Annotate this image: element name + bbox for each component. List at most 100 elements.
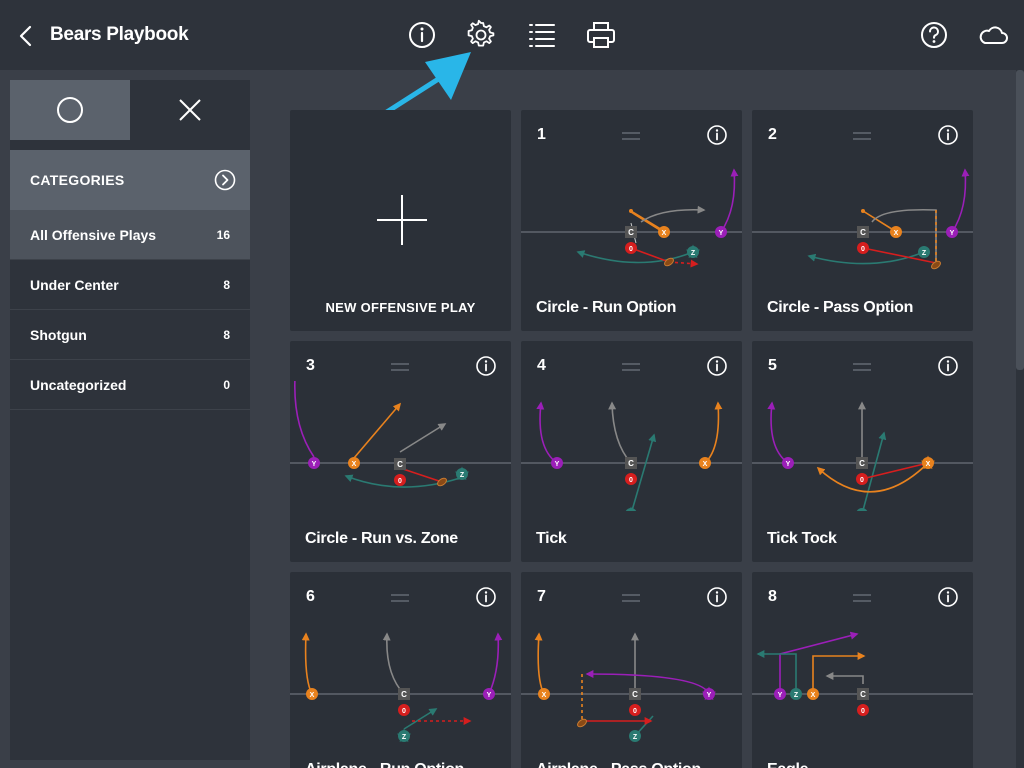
drag-handle-icon[interactable]	[853, 363, 871, 371]
category-item-shotgun[interactable]: Shotgun 8	[10, 310, 250, 360]
player-z: Z	[856, 508, 868, 511]
svg-text:X: X	[703, 461, 708, 468]
player-x: X	[890, 226, 902, 238]
info-icon[interactable]	[475, 355, 497, 377]
svg-text:C: C	[860, 228, 866, 237]
svg-text:Z: Z	[460, 472, 465, 479]
player-qb: 0	[629, 704, 641, 716]
back-icon[interactable]	[14, 22, 38, 50]
scrollbar-thumb[interactable]	[1016, 70, 1024, 370]
player-x: X	[538, 688, 550, 700]
category-count: 0	[223, 377, 230, 392]
print-icon[interactable]	[584, 18, 618, 52]
svg-text:0: 0	[861, 246, 865, 253]
play-card[interactable]: 6 C 0 X Y Z Airplane - Run Option	[290, 572, 511, 768]
play-name: Airplane - Run Option	[305, 761, 464, 768]
close-icon	[179, 99, 201, 121]
play-name: Circle - Pass Option	[767, 299, 914, 316]
svg-text:0: 0	[633, 708, 637, 715]
play-card[interactable]: 1 C 0 X Y Z Circle - Run Option	[521, 110, 742, 331]
info-icon[interactable]	[475, 586, 497, 608]
play-number: 5	[768, 357, 777, 374]
page-title: Bears Playbook	[50, 24, 189, 45]
play-card[interactable]: 2 C 0 X Y Z Circle - Pass Option	[752, 110, 973, 331]
svg-text:C: C	[859, 459, 865, 468]
drag-handle-icon[interactable]	[391, 363, 409, 371]
play-number: 4	[537, 357, 546, 374]
drag-handle-icon[interactable]	[622, 363, 640, 371]
player-center: C	[625, 226, 637, 238]
chevron-right-icon[interactable]	[214, 169, 236, 191]
player-x: X	[699, 457, 711, 469]
player-x: X	[306, 688, 318, 700]
player-x: X	[658, 226, 670, 238]
cloud-icon[interactable]	[976, 18, 1010, 52]
drag-handle-icon[interactable]	[622, 132, 640, 140]
play-diagram: C 0 X Y Z	[290, 632, 511, 742]
info-icon[interactable]	[937, 124, 959, 146]
category-item-uncategorized[interactable]: Uncategorized 0	[10, 360, 250, 410]
segment-x[interactable]	[130, 80, 250, 140]
svg-text:Y: Y	[312, 461, 317, 468]
player-z: Z	[687, 246, 699, 258]
info-icon[interactable]	[706, 355, 728, 377]
categories-title: CATEGORIES	[30, 172, 125, 188]
play-card[interactable]: 7 C 0 X Y Z Airplane - Pass Option	[521, 572, 742, 768]
player-center: C	[856, 457, 868, 469]
player-y: Y	[483, 688, 495, 700]
top-bar: Bears Playbook	[0, 0, 1024, 70]
player-y: Y	[308, 457, 320, 469]
category-item-all[interactable]: All Offensive Plays 16	[10, 210, 250, 260]
player-z: Z	[398, 730, 410, 742]
info-icon[interactable]	[937, 586, 959, 608]
play-card[interactable]: 3 C 0 X Y Z Circle - Run vs. Zone	[290, 341, 511, 562]
info-icon[interactable]	[937, 355, 959, 377]
category-label: Shotgun	[30, 326, 87, 343]
svg-text:X: X	[662, 230, 667, 237]
categories-header[interactable]: CATEGORIES	[10, 150, 250, 210]
segment-circle[interactable]	[10, 80, 130, 140]
help-icon[interactable]	[917, 18, 951, 52]
player-qb: 0	[857, 704, 869, 716]
play-card[interactable]: 4 C 0 Y X Z Tick	[521, 341, 742, 562]
category-count: 8	[223, 277, 230, 292]
svg-text:0: 0	[629, 246, 633, 253]
player-y: Y	[774, 688, 786, 700]
play-card[interactable]: 8 C 0 Y Z X Eagle	[752, 572, 973, 768]
svg-text:Y: Y	[707, 692, 712, 699]
svg-text:C: C	[628, 228, 634, 237]
play-card[interactable]: 5 C 0 Y X Z Tick Tock	[752, 341, 973, 562]
info-icon[interactable]	[405, 18, 439, 52]
player-qb: 0	[625, 242, 637, 254]
drag-handle-icon[interactable]	[853, 132, 871, 140]
drag-handle-icon[interactable]	[391, 594, 409, 602]
new-play-card[interactable]: NEW OFFENSIVE PLAY	[290, 110, 511, 331]
play-diagram: C 0 Y Z X	[752, 631, 973, 716]
svg-text:C: C	[860, 690, 866, 699]
svg-text:X: X	[811, 692, 816, 699]
info-icon[interactable]	[706, 124, 728, 146]
player-y: Y	[703, 688, 715, 700]
player-z: Z	[625, 508, 637, 511]
scrollbar-track[interactable]	[1016, 70, 1024, 768]
svg-text:0: 0	[629, 477, 633, 484]
play-name: Tick	[536, 530, 567, 547]
player-z: Z	[790, 688, 802, 700]
play-number: 3	[306, 357, 315, 374]
player-z: Z	[918, 246, 930, 258]
info-icon[interactable]	[706, 586, 728, 608]
player-center: C	[625, 457, 637, 469]
settings-icon[interactable]	[464, 18, 498, 52]
list-icon[interactable]	[525, 18, 559, 52]
player-qb: 0	[625, 473, 637, 485]
svg-text:Y: Y	[719, 230, 724, 237]
svg-text:X: X	[926, 461, 931, 468]
drag-handle-icon[interactable]	[622, 594, 640, 602]
category-item-under-center[interactable]: Under Center 8	[10, 260, 250, 310]
svg-text:Y: Y	[950, 230, 955, 237]
player-y: Y	[715, 226, 727, 238]
play-diagram: C 0 X Y Z	[521, 632, 742, 742]
drag-handle-icon[interactable]	[853, 594, 871, 602]
svg-text:Z: Z	[922, 250, 927, 257]
svg-text:0: 0	[398, 478, 402, 485]
